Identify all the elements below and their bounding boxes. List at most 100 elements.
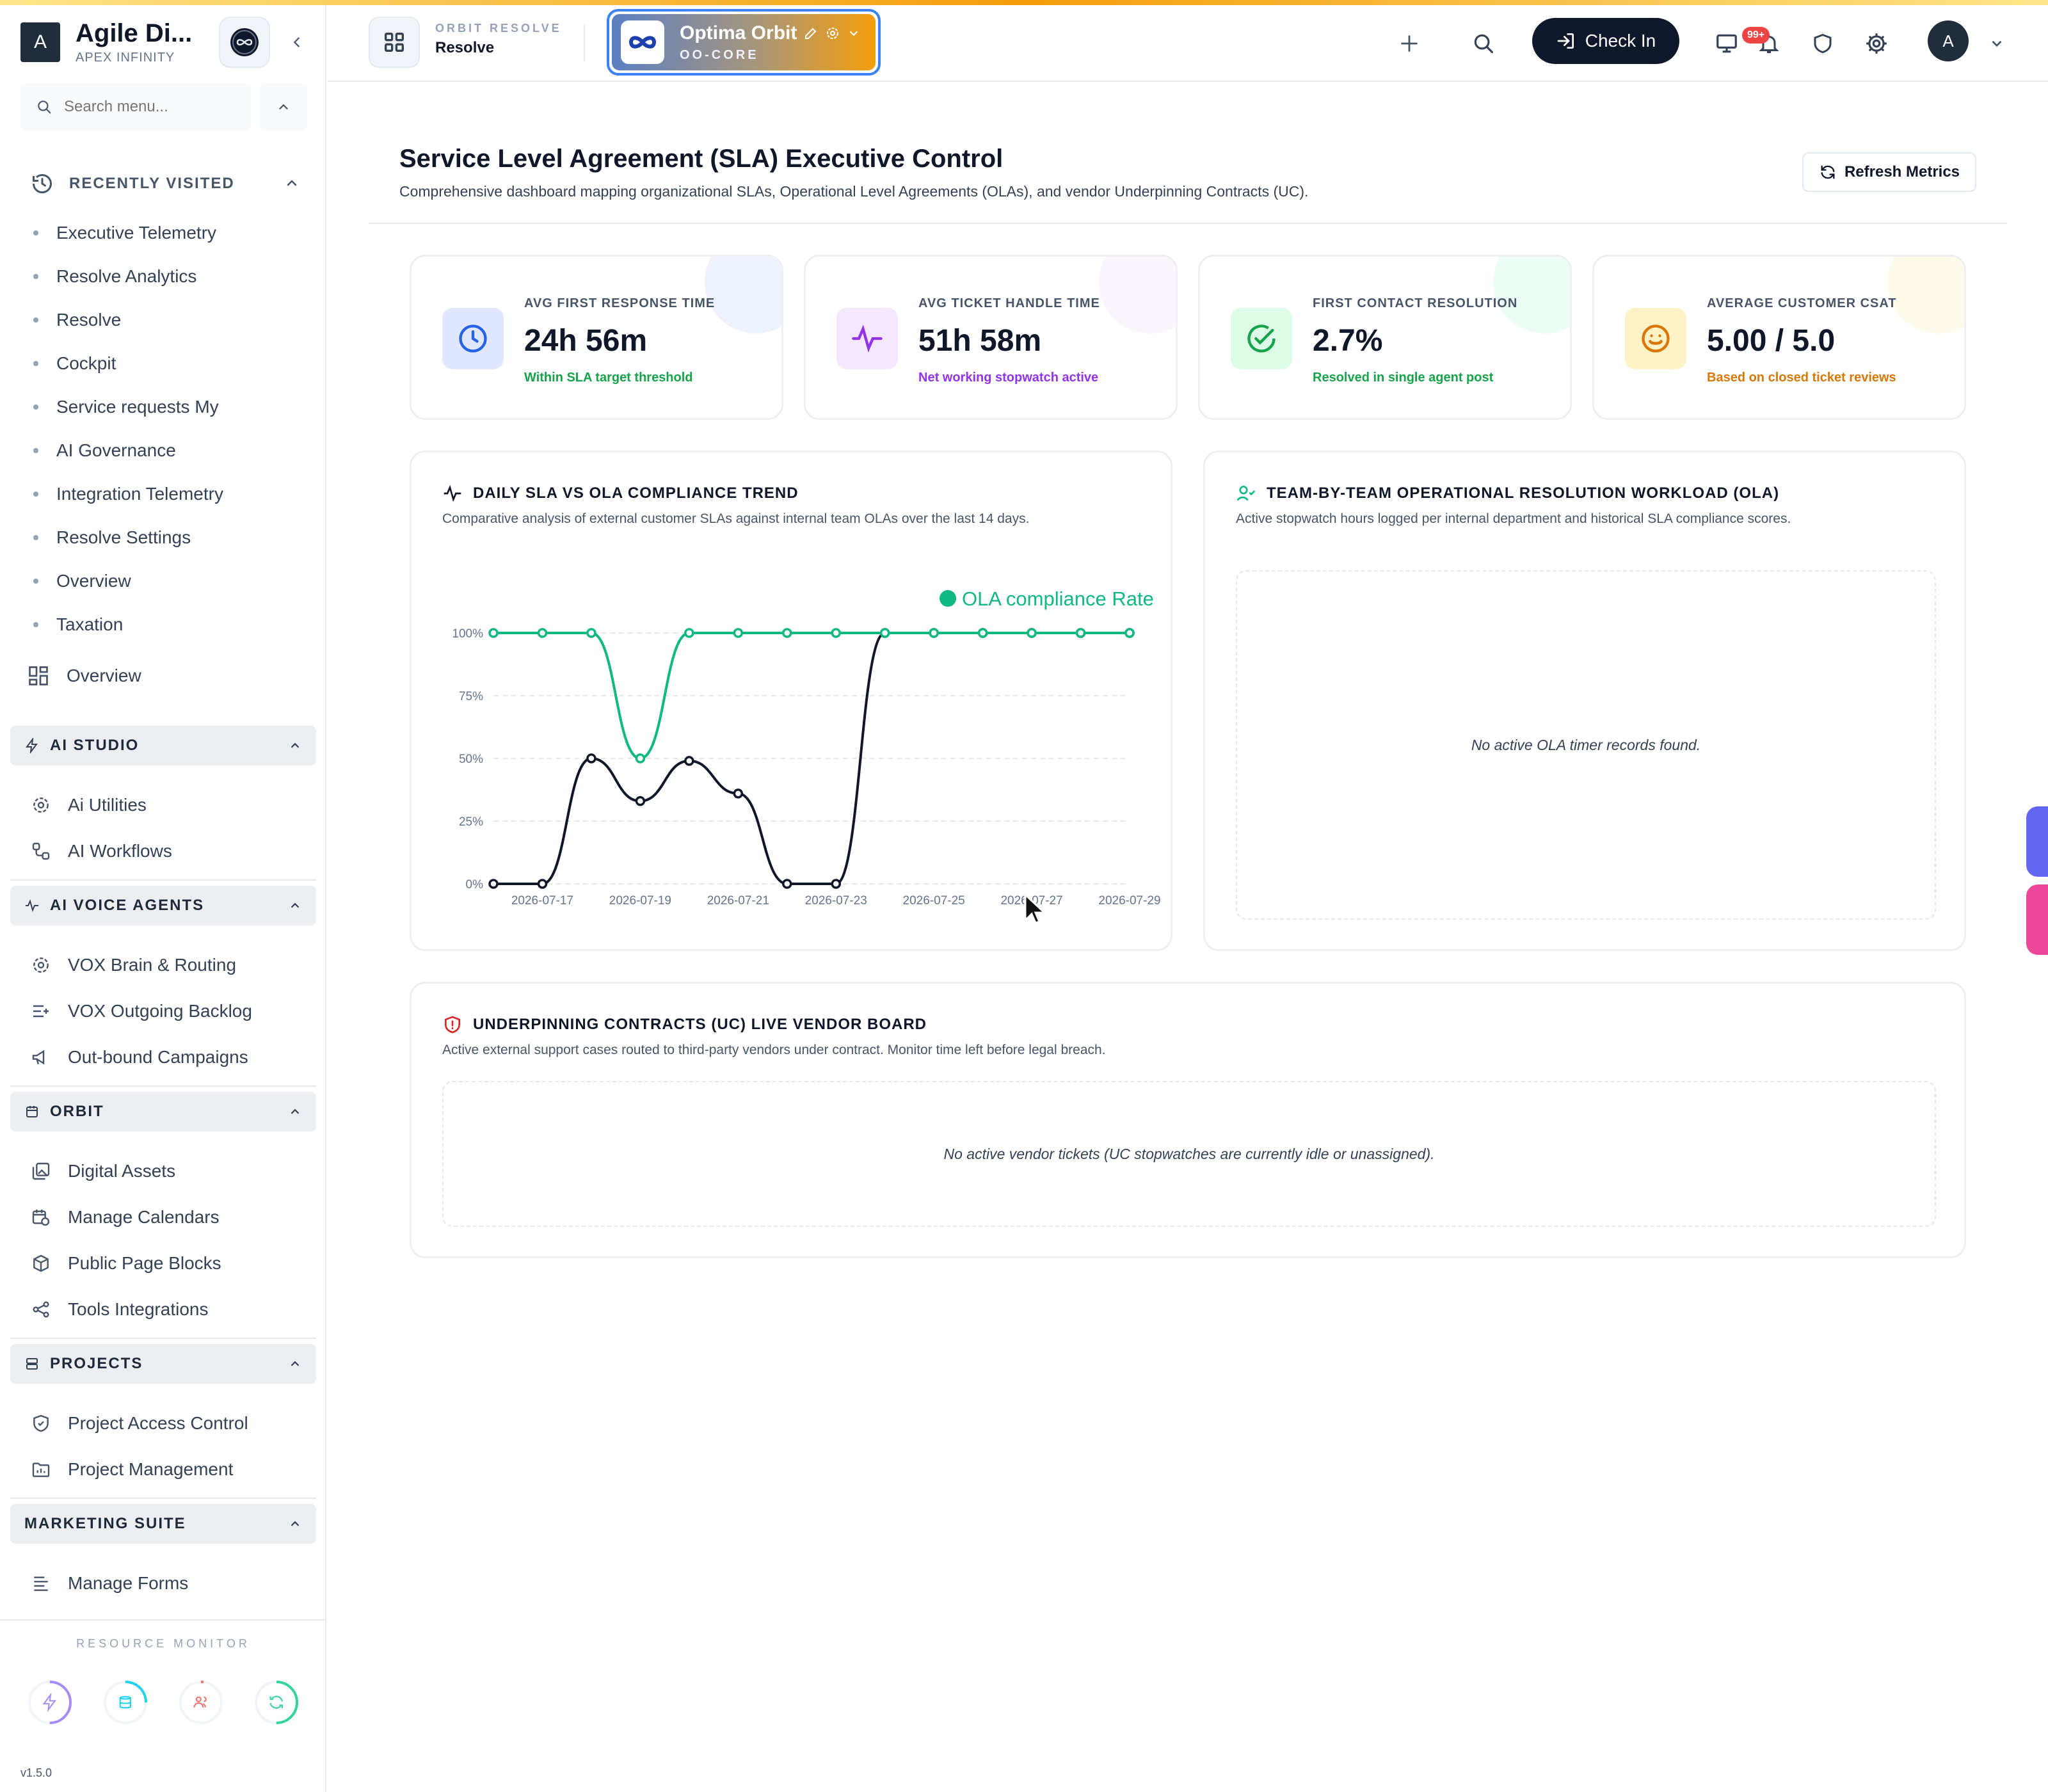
panel-title: DAILY SLA VS OLA COMPLIANCE TREND bbox=[473, 484, 799, 502]
sidebar-item-overview[interactable]: Overview bbox=[26, 663, 141, 689]
history-icon bbox=[33, 174, 52, 194]
user-check-icon bbox=[1236, 483, 1256, 504]
kpi-note: Within SLA target threshold bbox=[524, 371, 693, 385]
recent-item[interactable]: Resolve bbox=[33, 298, 302, 342]
workspace-switcher[interactable]: Optima Orbit OO-CORE bbox=[607, 9, 881, 76]
recent-item[interactable]: AI Governance bbox=[33, 429, 302, 472]
recent-item[interactable]: Executive Telemetry bbox=[33, 211, 302, 255]
settings-button[interactable] bbox=[1857, 24, 1896, 63]
app-switcher-button[interactable] bbox=[369, 17, 420, 68]
sidebar-item-vox-backlog[interactable]: VOX Outgoing Backlog bbox=[29, 1000, 252, 1023]
sla-ola-trend-panel: DAILY SLA VS OLA COMPLIANCE TREND Compar… bbox=[410, 451, 1172, 951]
share-nodes-icon bbox=[29, 1298, 52, 1321]
page-title: Service Level Agreement (SLA) Executive … bbox=[399, 145, 1004, 173]
kpi-card-first-response: AVG FIRST RESPONSE TIME 24h 56m Within S… bbox=[410, 255, 783, 420]
recent-item[interactable]: Service requests My bbox=[33, 385, 302, 429]
sidebar-item-tools-integrations[interactable]: Tools Integrations bbox=[29, 1298, 208, 1321]
data-point bbox=[977, 628, 988, 638]
breadcrumb: ORBIT RESOLVE Resolve bbox=[435, 22, 562, 57]
sync-icon bbox=[269, 1695, 284, 1709]
data-point bbox=[488, 879, 499, 889]
data-point bbox=[586, 753, 596, 764]
sidebar-item-outbound-campaigns[interactable]: Out-bound Campaigns bbox=[29, 1046, 248, 1069]
recent-item[interactable]: Resolve Analytics bbox=[33, 255, 302, 298]
user-avatar[interactable]: A bbox=[1928, 20, 1969, 61]
kpi-value: 2.7% bbox=[1313, 324, 1383, 358]
kpi-card-first-contact-resolution: FIRST CONTACT RESOLUTION 2.7% Resolved i… bbox=[1198, 255, 1572, 420]
page-subtitle: Comprehensive dashboard mapping organiza… bbox=[399, 183, 1309, 200]
uc-empty-state: No active vendor tickets (UC stopwatches… bbox=[442, 1081, 1936, 1227]
refresh-metrics-button[interactable]: Refresh Metrics bbox=[1802, 152, 1976, 192]
calendar-clock-icon bbox=[29, 1206, 52, 1229]
brand[interactable]: A Agile Di... APEX INFINITY bbox=[20, 19, 192, 65]
group-projects[interactable]: PROJECTS bbox=[10, 1344, 316, 1384]
floating-feedback-tab[interactable] bbox=[2026, 884, 2048, 955]
monitor-button[interactable] bbox=[1708, 24, 1746, 63]
brand-logo: A bbox=[20, 22, 60, 62]
sidebar-item-project-management[interactable]: Project Management bbox=[29, 1458, 233, 1481]
folder-chart-icon bbox=[29, 1458, 52, 1481]
kpi-note: Net working stopwatch active bbox=[918, 371, 1099, 385]
floating-assistant-tab[interactable] bbox=[2026, 806, 2048, 877]
group-orbit[interactable]: ORBIT bbox=[10, 1092, 316, 1132]
lightning-icon bbox=[42, 1692, 56, 1713]
data-point bbox=[831, 879, 841, 889]
data-point bbox=[1075, 628, 1086, 638]
sidebar-item-digital-assets[interactable]: Digital Assets bbox=[29, 1160, 175, 1183]
panel-subtitle: Active stopwatch hours logged per intern… bbox=[1236, 511, 1791, 526]
notification-count-badge: 99+ bbox=[1742, 27, 1770, 44]
grid-icon bbox=[385, 33, 404, 52]
add-button[interactable] bbox=[1390, 24, 1428, 63]
refresh-icon bbox=[1821, 165, 1835, 179]
chevron-up-icon bbox=[279, 104, 288, 109]
monitor-icon bbox=[1716, 34, 1737, 53]
sidebar-item-project-access-control[interactable]: Project Access Control bbox=[29, 1412, 248, 1435]
recently-visited-header[interactable]: RECENTLY VISITED bbox=[31, 168, 300, 200]
megaphone-icon bbox=[29, 1046, 52, 1069]
sidebar-item-public-page-blocks[interactable]: Public Page Blocks bbox=[29, 1252, 221, 1275]
mouse-cursor-icon bbox=[1024, 892, 1047, 924]
collapse-sidebar-button[interactable] bbox=[284, 29, 310, 55]
global-search-button[interactable] bbox=[1464, 24, 1503, 63]
data-point bbox=[1124, 628, 1135, 638]
security-button[interactable] bbox=[1804, 24, 1842, 63]
group-marketing-suite[interactable]: MARKETING SUITE bbox=[10, 1504, 316, 1544]
shield-alert-icon bbox=[442, 1014, 463, 1035]
search-menu-input[interactable] bbox=[64, 98, 230, 116]
sidebar-item-ai-utilities[interactable]: Ai Utilities bbox=[29, 794, 147, 817]
panel-subtitle: Comparative analysis of external custome… bbox=[442, 511, 1030, 526]
app-version: v1.5.0 bbox=[20, 1766, 52, 1779]
recent-item[interactable]: Resolve Settings bbox=[33, 516, 302, 559]
recent-item[interactable]: Overview bbox=[33, 559, 302, 603]
workspace-code: OO-CORE bbox=[680, 47, 759, 62]
check-in-button[interactable]: Check In bbox=[1532, 18, 1679, 64]
sidebar-item-vox-brain[interactable]: VOX Brain & Routing bbox=[29, 954, 236, 977]
group-ai-voice-agents[interactable]: AI VOICE AGENTS bbox=[10, 886, 316, 925]
kpi-card-csat: AVERAGE CUSTOMER CSAT 5.00 / 5.0 Based o… bbox=[1592, 255, 1966, 420]
sidebar-item-manage-forms[interactable]: Manage Forms bbox=[29, 1572, 188, 1595]
sidebar-item-manage-calendars[interactable]: Manage Calendars bbox=[29, 1206, 220, 1229]
resource-gauge bbox=[177, 1678, 225, 1727]
pulse-icon bbox=[26, 899, 38, 912]
recent-item[interactable]: Integration Telemetry bbox=[33, 472, 302, 516]
resource-monitor: RESOURCE MONITOR bbox=[0, 1619, 325, 1755]
activity-icon bbox=[836, 308, 898, 369]
data-point bbox=[635, 753, 646, 764]
divider bbox=[10, 1085, 316, 1087]
data-point bbox=[537, 628, 548, 638]
collapse-all-button[interactable] bbox=[260, 83, 307, 131]
org-badge-button[interactable] bbox=[219, 17, 270, 68]
data-point bbox=[537, 879, 548, 889]
edit-icon bbox=[805, 28, 817, 39]
recent-item[interactable]: Cockpit bbox=[33, 342, 302, 385]
check-circle-icon bbox=[1231, 308, 1292, 369]
shield-check-icon bbox=[29, 1412, 52, 1435]
group-ai-studio[interactable]: AI STUDIO bbox=[10, 726, 316, 765]
sidebar-item-ai-workflows[interactable]: AI Workflows bbox=[29, 840, 172, 863]
user-menu-button[interactable] bbox=[1978, 24, 2016, 63]
gauge-fill bbox=[179, 1681, 223, 1724]
data-point bbox=[684, 628, 694, 638]
recent-item[interactable]: Taxation bbox=[33, 603, 302, 646]
y-tick-label: 50% bbox=[459, 753, 483, 766]
workflow-icon bbox=[29, 840, 52, 863]
